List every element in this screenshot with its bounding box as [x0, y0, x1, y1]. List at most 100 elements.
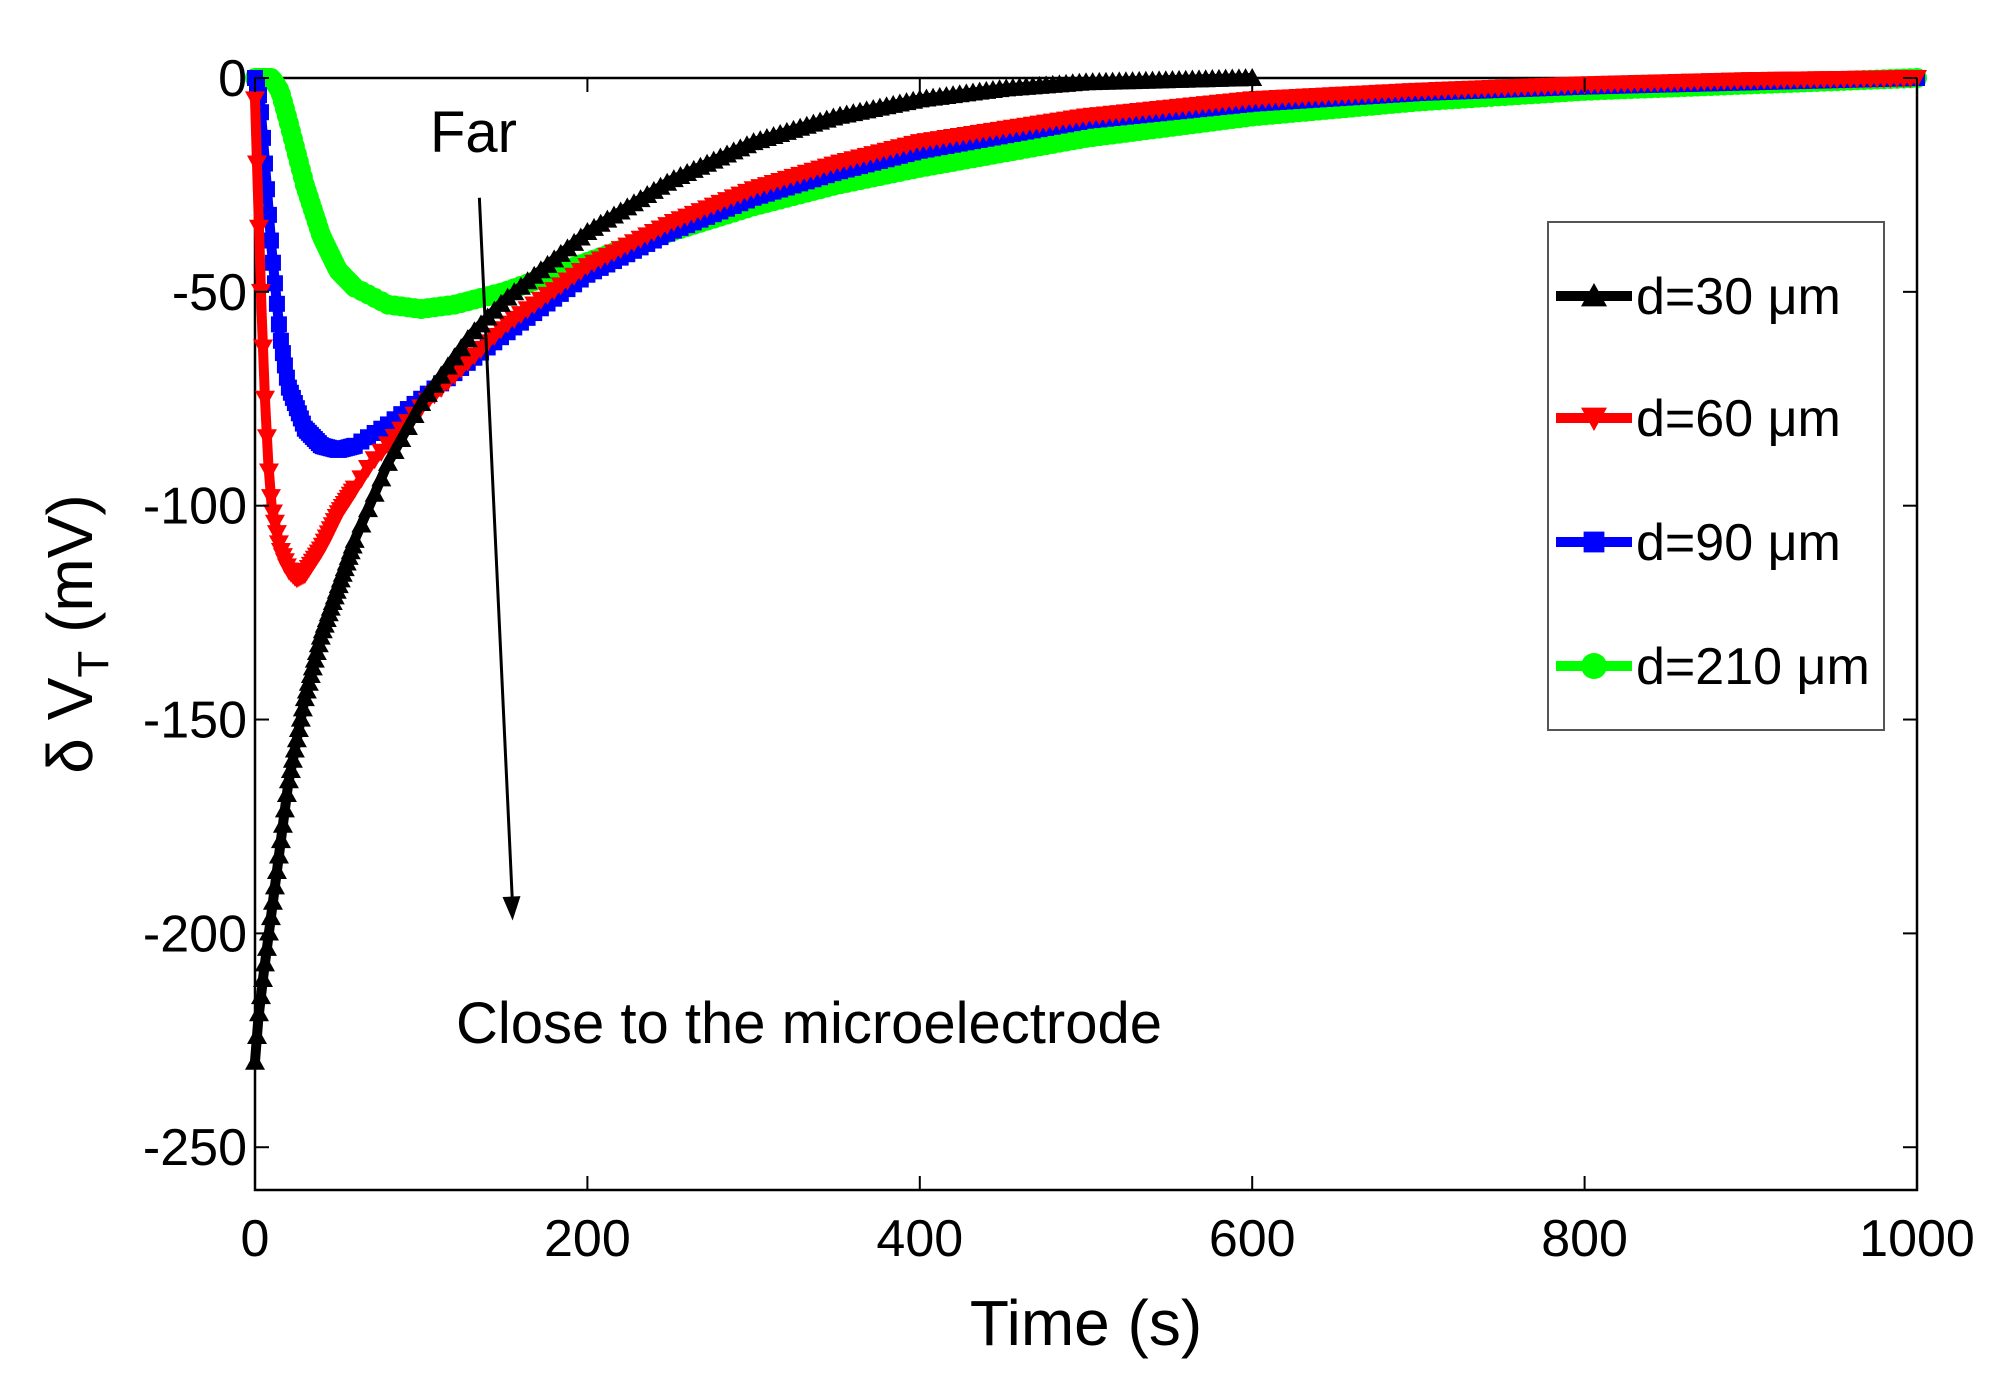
- annotation-close: Close to the microelectrode: [456, 991, 1162, 1056]
- data-point: [262, 232, 279, 249]
- tick-layer: 0 200 400 600 800 1000 0 -50 -100 -150 -200 -250: [143, 50, 1975, 1268]
- x-tick-label: 0: [241, 1210, 270, 1268]
- x-tick-label: 600: [1209, 1210, 1296, 1268]
- data-point: [358, 499, 379, 518]
- series-layer: [245, 68, 1927, 1070]
- data-point: [246, 155, 267, 174]
- data-point: [266, 860, 287, 879]
- data-point: [274, 799, 295, 818]
- data-point: [266, 275, 283, 292]
- data-point: [451, 338, 472, 357]
- y-tick-label: -100: [143, 478, 247, 536]
- data-point: [252, 969, 273, 988]
- data-point: [391, 428, 412, 447]
- data-point: [268, 295, 285, 312]
- data-point: [274, 345, 291, 362]
- data-point: [270, 316, 287, 333]
- data-point: [252, 339, 273, 358]
- y-axis-label: δ VT (mV): [34, 494, 118, 773]
- data-point: [364, 483, 385, 502]
- data-point: [290, 708, 311, 727]
- data-point: [444, 347, 465, 366]
- legend: d=30 μm d=60 μm d=90 μm d=210 μm: [1547, 221, 1885, 731]
- data-point: [397, 416, 418, 435]
- data-point: [278, 770, 299, 789]
- legend-item: d=90 μm: [1556, 514, 1841, 572]
- data-point: [282, 749, 303, 768]
- data-point: [258, 922, 279, 941]
- legend-label: d=90 μm: [1636, 514, 1841, 572]
- x-tick-label: 400: [876, 1210, 963, 1268]
- data-point: [371, 468, 392, 487]
- legend-marker: [1581, 407, 1607, 431]
- data-point: [245, 91, 265, 110]
- legend-item: d=60 μm: [1556, 390, 1841, 448]
- data-point: [254, 953, 275, 972]
- y-tick-label: -250: [143, 1119, 247, 1177]
- data-point: [377, 452, 398, 471]
- series-d=60 μm: [245, 70, 1927, 589]
- data-point: [272, 332, 289, 349]
- x-tick-label: 800: [1541, 1210, 1628, 1268]
- x-tick-label: 200: [544, 1210, 631, 1268]
- legend-box: [1547, 221, 1885, 731]
- legend-label: d=30 μm: [1636, 268, 1841, 326]
- data-point: [424, 374, 445, 393]
- data-point: [280, 760, 301, 779]
- data-point: [256, 937, 277, 956]
- series-d=30 μm: [245, 68, 1263, 1070]
- annotation-arrow-head: [502, 896, 521, 921]
- legend-marker: [1583, 531, 1605, 553]
- legend-marker: [1581, 653, 1607, 679]
- data-point: [288, 718, 309, 737]
- data-point: [272, 814, 293, 833]
- data-point: [384, 440, 405, 459]
- annotation-arrow: [477, 197, 515, 907]
- data-point: [351, 514, 372, 533]
- data-point: [250, 986, 271, 1005]
- legend-label: d=210 μm: [1636, 638, 1870, 696]
- data-point: [404, 405, 425, 424]
- data-point: [245, 1051, 265, 1070]
- legend-items: d=30 μm d=60 μm d=90 μm d=210 μm: [1556, 268, 1870, 696]
- legend-label: d=60 μm: [1636, 390, 1841, 448]
- y-tick-label: -150: [143, 692, 247, 750]
- data-point: [264, 514, 285, 533]
- data-point: [1242, 68, 1263, 86]
- data-point: [284, 739, 305, 758]
- data-point: [254, 390, 275, 409]
- y-tick-label: -50: [172, 264, 247, 322]
- data-point: [431, 365, 452, 384]
- data-point: [258, 181, 275, 198]
- data-point: [256, 429, 277, 448]
- data-point: [344, 529, 365, 548]
- data-point: [276, 783, 297, 802]
- data-point: [417, 383, 438, 402]
- data-point: [268, 845, 289, 864]
- data-point: [246, 1026, 267, 1045]
- y-tick-label: -200: [143, 905, 247, 963]
- data-point: [270, 830, 291, 849]
- data-point: [264, 254, 281, 271]
- data-point: [411, 393, 432, 412]
- data-point: [437, 356, 458, 375]
- data-point: [260, 206, 277, 223]
- legend-marker: [1581, 283, 1607, 307]
- data-point: [262, 504, 283, 523]
- legend-item: d=30 μm: [1556, 268, 1841, 326]
- data-point: [260, 907, 281, 926]
- legend-item: d=210 μm: [1556, 638, 1870, 696]
- data-point: [248, 219, 269, 238]
- data-point: [276, 357, 293, 374]
- data-point: [292, 698, 313, 717]
- data-point: [260, 489, 281, 508]
- x-axis-label: Time (s): [970, 1287, 1202, 1359]
- data-point: [286, 729, 307, 748]
- data-point: [264, 876, 285, 895]
- data-point: [248, 1003, 269, 1022]
- y-tick-label: 0: [218, 50, 247, 108]
- data-point: [258, 463, 279, 482]
- data-point: [262, 891, 283, 910]
- data-point: [266, 525, 287, 544]
